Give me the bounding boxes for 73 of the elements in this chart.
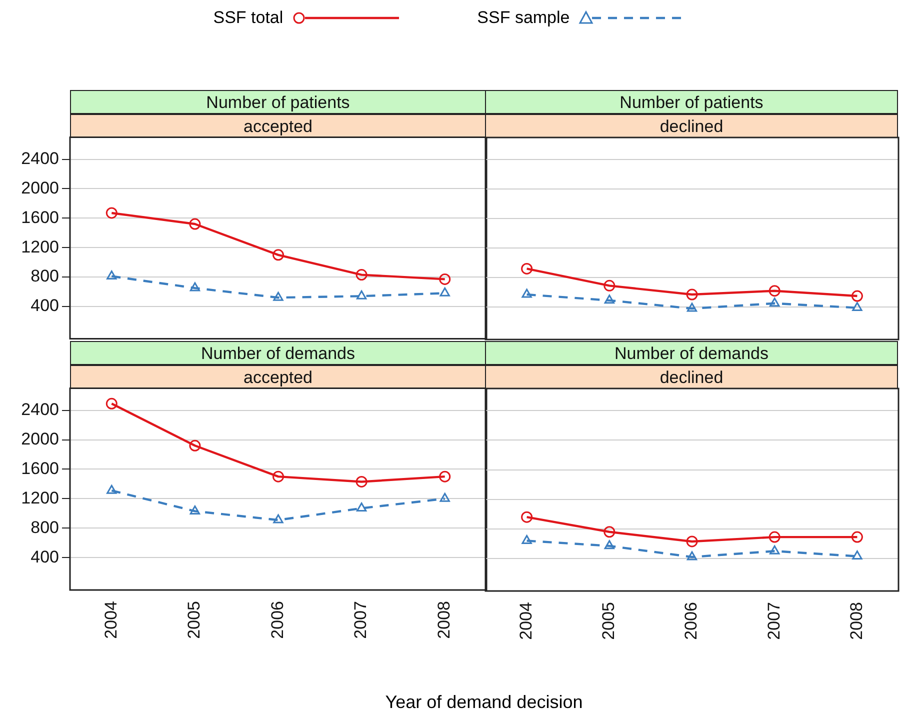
point [356,476,368,488]
x-tick-label: 2008 [846,602,866,640]
point [106,484,117,494]
point [768,284,780,296]
point [769,544,780,554]
point [190,282,200,292]
chart-subtitle: accepted [70,114,486,138]
y-tick-label: 1600 [21,208,59,227]
legend-label: SSF total [213,8,284,28]
point [603,279,615,291]
point [604,540,614,549]
y-tick-label: 400 [30,547,59,566]
legend-label: SSF sample [477,8,570,28]
x-tick-label: 2007 [351,600,370,639]
chart-subtitle: declined [485,114,898,138]
point [769,297,780,306]
point [189,440,201,452]
point [106,270,117,280]
point [440,492,450,502]
point [686,535,698,547]
point [106,398,118,410]
y-tick-label: 1600 [21,458,59,478]
x-axis-title: Year of demand decision [384,692,584,712]
point [768,530,780,542]
point [520,510,532,522]
point [521,534,532,544]
chart-title: Number of patients [70,90,486,114]
point [686,550,697,560]
y-tick-label: 1200 [21,488,59,508]
point [190,505,200,514]
y-tick-label: 2400 [21,148,59,168]
x-tick-label: 2006 [268,600,287,639]
x-tick-label: 2005 [598,602,618,640]
point [356,290,367,300]
point [272,248,284,260]
point [604,294,614,304]
point [189,218,201,230]
point [273,514,284,524]
y-tick-label: 2000 [21,178,59,198]
point [440,287,450,296]
y-tick-label: 1200 [21,237,59,256]
point [521,288,532,298]
x-tick-label: 2007 [764,602,783,640]
point [852,302,862,311]
chart-subtitle: accepted [70,365,486,389]
chart-title: Number of demands [485,341,898,365]
point [850,290,862,302]
x-tick-label: 2008 [434,600,454,639]
point [356,268,368,280]
chart-title: Number of patients [485,90,898,114]
point [439,470,451,482]
x-tick-label: 2004 [101,600,120,639]
x-tick-label: 2004 [516,602,535,640]
x-tick-label: 2005 [184,600,204,639]
x-tick-label: 2006 [681,602,700,640]
y-tick-label: 800 [30,266,59,286]
y-tick-label: 400 [30,296,59,315]
point [603,526,615,538]
y-tick-label: 800 [30,518,59,537]
point [852,550,862,560]
point [439,273,451,285]
y-tick-label: 2000 [21,429,59,448]
point [356,502,367,512]
point [106,207,118,219]
point [686,288,698,300]
chart-subtitle: declined [485,365,898,389]
point [520,262,532,274]
chart-title: Number of demands [70,341,486,365]
point [686,302,697,312]
point [850,530,862,542]
point [273,292,284,301]
point [272,470,284,482]
y-tick-label: 2400 [21,400,59,419]
